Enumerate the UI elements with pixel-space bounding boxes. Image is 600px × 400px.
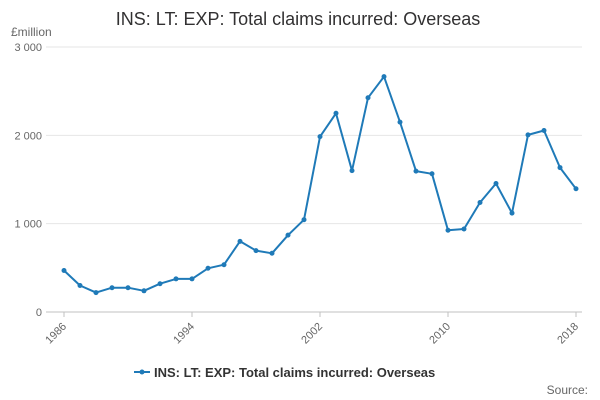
- series-line: [63, 75, 577, 294]
- data-point[interactable]: [301, 217, 307, 223]
- data-point[interactable]: [541, 127, 547, 133]
- data-point[interactable]: [445, 227, 451, 233]
- data-point[interactable]: [429, 171, 435, 177]
- data-point[interactable]: [77, 283, 83, 288]
- legend-label: INS: LT: EXP: Total claims incurred: Ove…: [154, 365, 435, 380]
- y-unit-label: £million: [11, 25, 52, 39]
- x-axis-ticks: 1986 1994 2002 2010 2018: [43, 312, 581, 346]
- data-point[interactable]: [349, 168, 355, 174]
- y-tick-label: 1 000: [14, 219, 42, 231]
- x-tick-label: 1986: [43, 321, 69, 347]
- chart-title: INS: LT: EXP: Total claims incurred: Ove…: [116, 9, 480, 29]
- data-point[interactable]: [557, 165, 563, 171]
- y-tick-label: 3 000: [14, 42, 42, 54]
- data-point[interactable]: [141, 288, 147, 294]
- x-tick-label: 2002: [299, 321, 325, 347]
- data-point[interactable]: [93, 290, 99, 296]
- y-axis-ticks: 0 1 000 2 000 3 000: [14, 42, 42, 319]
- data-point[interactable]: [573, 186, 579, 192]
- y-tick-label: 0: [36, 307, 42, 319]
- data-point[interactable]: [173, 276, 179, 282]
- x-tick-label: 2018: [555, 321, 581, 347]
- legend[interactable]: INS: LT: EXP: Total claims incurred: Ove…: [134, 365, 435, 380]
- data-point[interactable]: [189, 276, 195, 282]
- data-point[interactable]: [381, 74, 387, 80]
- data-point[interactable]: [317, 134, 323, 140]
- data-point[interactable]: [365, 95, 371, 101]
- data-point[interactable]: [493, 180, 499, 186]
- data-point[interactable]: [109, 285, 115, 291]
- data-point[interactable]: [477, 199, 483, 205]
- data-point[interactable]: [61, 267, 67, 273]
- x-tick-label: 1994: [171, 321, 197, 347]
- data-point[interactable]: [285, 232, 291, 238]
- data-point[interactable]: [509, 210, 515, 216]
- data-point[interactable]: [237, 238, 243, 244]
- data-point[interactable]: [221, 262, 227, 268]
- y-tick-label: 2 000: [14, 130, 42, 142]
- data-point[interactable]: [525, 132, 531, 138]
- data-point[interactable]: [253, 248, 259, 254]
- data-point[interactable]: [125, 285, 131, 291]
- source-label: Source:: [547, 383, 588, 397]
- data-point[interactable]: [333, 110, 339, 116]
- x-tick-label: 2010: [427, 321, 453, 347]
- data-point[interactable]: [269, 250, 275, 256]
- series-group: [61, 74, 579, 296]
- data-point[interactable]: [413, 168, 419, 174]
- data-point[interactable]: [205, 265, 211, 271]
- data-point[interactable]: [397, 119, 403, 125]
- data-point[interactable]: [461, 226, 467, 232]
- data-point[interactable]: [157, 281, 163, 287]
- legend-marker: [139, 369, 145, 375]
- gridlines: [46, 46, 582, 225]
